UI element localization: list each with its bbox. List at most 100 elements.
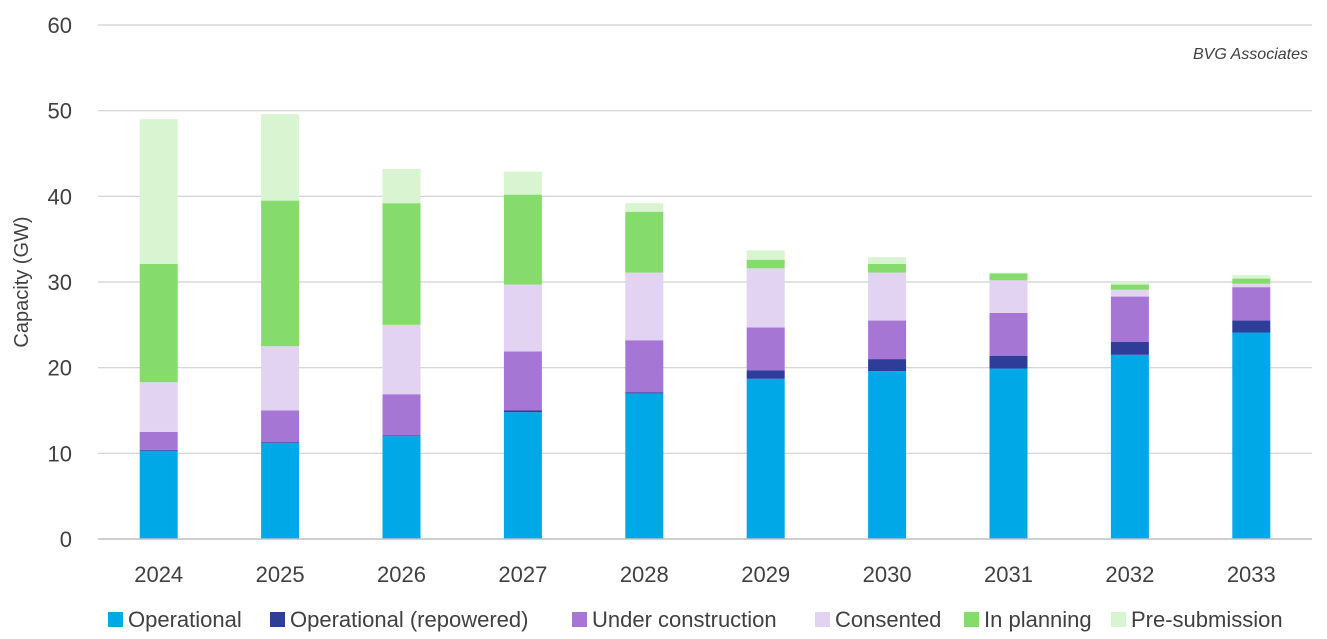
y-tick-label: 10 [48, 441, 72, 466]
x-tick-label: 2027 [498, 562, 547, 587]
bar-2027-under-construction [503, 351, 542, 411]
bar-2029-consented [746, 268, 785, 328]
bar-2031-operational-repowered [989, 355, 1028, 369]
legend-swatch [1111, 612, 1126, 627]
legend-label: Operational [128, 607, 242, 632]
bar-2032-under-construction [1110, 296, 1149, 342]
source-note: BVG Associates [1193, 46, 1308, 63]
bar-2024-pre-submission [139, 119, 178, 265]
x-tick-label: 2028 [620, 562, 669, 587]
legend-swatch [270, 612, 285, 627]
y-tick-label: 0 [60, 527, 72, 552]
legend-swatch [815, 612, 830, 627]
bar-2025-operational-repowered [261, 442, 300, 444]
bar-2033-consented [1232, 283, 1271, 288]
bar-2029-operational-repowered [746, 370, 785, 379]
bar-2030-operational-repowered [868, 359, 907, 372]
bar-2028-under-construction [625, 340, 664, 393]
bar-2027-pre-submission [503, 171, 542, 195]
bar-2028-operational [625, 393, 664, 539]
x-tick-label: 2026 [377, 562, 426, 587]
y-tick-label: 60 [48, 13, 72, 38]
bar-2024-under-construction [139, 431, 178, 450]
bar-2025-under-construction [261, 410, 300, 443]
bar-2026-under-construction [382, 394, 421, 436]
bar-2033-in-planning [1232, 278, 1271, 284]
y-tick-label: 50 [48, 99, 72, 124]
bar-2024-in-planning [139, 264, 178, 383]
bar-2031-pre-submission [989, 272, 1028, 274]
bar-2033-under-construction [1232, 287, 1271, 321]
bar-2030-operational [868, 371, 907, 539]
legend-item: Consented [815, 607, 941, 632]
bar-2032-pre-submission [1110, 282, 1149, 285]
bar-2030-pre-submission [868, 257, 907, 265]
bar-2030-in-planning [868, 264, 907, 273]
bars [139, 114, 1271, 539]
legend-item: Under construction [572, 607, 777, 632]
legend-swatch [108, 612, 123, 627]
x-tick-label: 2025 [256, 562, 305, 587]
legend-label: Consented [835, 607, 941, 632]
bar-2032-in-planning [1110, 284, 1149, 290]
bar-2026-in-planning [382, 203, 421, 325]
x-tick-label: 2031 [984, 562, 1033, 587]
bar-2029-under-construction [746, 327, 785, 371]
legend-label: Operational (repowered) [290, 607, 528, 632]
bar-2027-consented [503, 284, 542, 352]
bar-2026-pre-submission [382, 168, 421, 204]
bar-2025-pre-submission [261, 114, 300, 201]
bar-2033-operational [1232, 332, 1271, 539]
bar-2032-consented [1110, 289, 1149, 297]
y-tick-label: 30 [48, 270, 72, 295]
bar-2024-operational [139, 450, 178, 539]
bar-2027-operational-repowered [503, 410, 542, 413]
legend-swatch [964, 612, 979, 627]
bar-2027-in-planning [503, 194, 542, 285]
bar-2033-operational-repowered [1232, 320, 1271, 333]
bar-2031-consented [989, 280, 1028, 313]
bar-2027-operational [503, 412, 542, 539]
x-tick-label: 2024 [134, 562, 183, 587]
legend-label: In planning [984, 607, 1092, 632]
bar-2024-consented [139, 382, 178, 432]
y-axis-label: Capacity (GW) [11, 216, 33, 347]
bar-2029-pre-submission [746, 250, 785, 260]
bar-2031-operational [989, 368, 1028, 539]
bar-2032-operational [1110, 354, 1149, 539]
x-tick-label: 2032 [1105, 562, 1154, 587]
bar-2029-operational [746, 378, 785, 539]
bar-2026-consented [382, 324, 421, 395]
bar-2025-operational [261, 443, 300, 539]
bar-2032-operational-repowered [1110, 341, 1149, 355]
bar-2028-in-planning [625, 211, 664, 273]
bar-2028-pre-submission [625, 203, 664, 212]
x-tick-label: 2033 [1227, 562, 1276, 587]
legend-label: Under construction [592, 607, 777, 632]
y-tick-label: 40 [48, 184, 72, 209]
bar-2026-operational [382, 436, 421, 539]
bar-2030-consented [868, 272, 907, 321]
legend-item: Operational (repowered) [270, 607, 528, 632]
legend-swatch [572, 612, 587, 627]
bar-2025-in-planning [261, 200, 300, 347]
legend-item: Pre-submission [1111, 607, 1283, 632]
bar-2030-under-construction [868, 320, 907, 360]
gridlines [98, 24, 1312, 454]
bar-2024-operational-repowered [139, 449, 178, 451]
bar-2029-in-planning [746, 259, 785, 269]
y-tick-label: 20 [48, 356, 72, 381]
legend-item: In planning [964, 607, 1092, 632]
bar-2028-consented [625, 272, 664, 341]
legend: Operational Operational (repowered) Under … [108, 607, 1283, 632]
x-tick-label: 2030 [863, 562, 912, 587]
bar-2028-operational-repowered [625, 392, 664, 394]
bar-2031-under-construction [989, 312, 1028, 356]
bar-2033-pre-submission [1232, 275, 1271, 279]
x-tick-label: 2029 [741, 562, 790, 587]
bar-2026-operational-repowered [382, 435, 421, 437]
legend-label: Pre-submission [1131, 607, 1283, 632]
